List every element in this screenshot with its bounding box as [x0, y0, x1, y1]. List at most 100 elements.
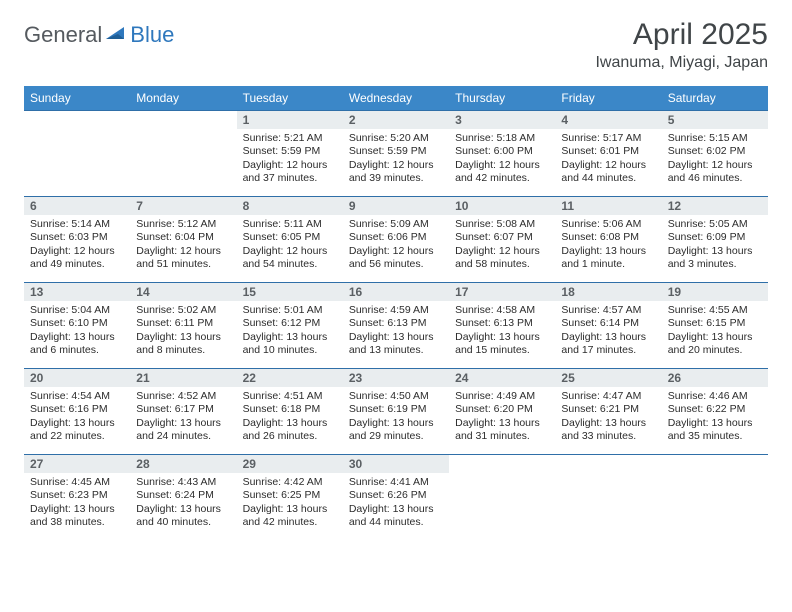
day-number: 24	[449, 369, 555, 387]
day-cell: 11Sunrise: 5:06 AMSunset: 6:08 PMDayligh…	[555, 197, 661, 283]
logo-text-blue: Blue	[130, 22, 174, 48]
daylight-text: Daylight: 12 hours and 37 minutes.	[243, 159, 337, 186]
day-cell: 1 Sunrise: 5:21 AMSunset: 5:59 PMDaylight…	[237, 111, 343, 197]
logo-arrow-icon	[106, 25, 128, 46]
sunset-text: Sunset: 6:03 PM	[30, 231, 124, 244]
sunset-text: Sunset: 6:26 PM	[349, 489, 443, 502]
sunrise-text: Sunrise: 4:51 AM	[243, 390, 337, 403]
sunset-text: Sunset: 6:25 PM	[243, 489, 337, 502]
sunrise-text: Sunrise: 4:54 AM	[30, 390, 124, 403]
day-details: Sunrise: 4:41 AMSunset: 6:26 PMDaylight:…	[343, 473, 449, 532]
day-cell: 28Sunrise: 4:43 AMSunset: 6:24 PMDayligh…	[130, 455, 236, 541]
weekday-header: Friday	[555, 86, 661, 111]
day-number: 13	[24, 283, 130, 301]
sunset-text: Sunset: 6:10 PM	[30, 317, 124, 330]
day-cell: 25Sunrise: 4:47 AMSunset: 6:21 PMDayligh…	[555, 369, 661, 455]
day-number: 25	[555, 369, 661, 387]
sunset-text: Sunset: 6:13 PM	[349, 317, 443, 330]
day-details: Sunrise: 4:42 AMSunset: 6:25 PMDaylight:…	[237, 473, 343, 532]
daylight-text: Daylight: 13 hours and 1 minute.	[561, 245, 655, 272]
day-number: 18	[555, 283, 661, 301]
sunrise-text: Sunrise: 4:42 AM	[243, 476, 337, 489]
day-number: 14	[130, 283, 236, 301]
day-number: 6	[24, 197, 130, 215]
day-cell: 16Sunrise: 4:59 AMSunset: 6:13 PMDayligh…	[343, 283, 449, 369]
daylight-text: Daylight: 13 hours and 31 minutes.	[455, 417, 549, 444]
day-details: Sunrise: 5:12 AMSunset: 6:04 PMDaylight:…	[130, 215, 236, 274]
daylight-text: Daylight: 12 hours and 54 minutes.	[243, 245, 337, 272]
day-details: Sunrise: 4:49 AMSunset: 6:20 PMDaylight:…	[449, 387, 555, 446]
day-number: 8	[237, 197, 343, 215]
day-details: Sunrise: 4:46 AMSunset: 6:22 PMDaylight:…	[662, 387, 768, 446]
sunrise-text: Sunrise: 4:43 AM	[136, 476, 230, 489]
day-details: Sunrise: 5:18 AMSunset: 6:00 PMDaylight:…	[449, 129, 555, 188]
sunset-text: Sunset: 6:07 PM	[455, 231, 549, 244]
daylight-text: Daylight: 13 hours and 8 minutes.	[136, 331, 230, 358]
day-details: Sunrise: 5:11 AMSunset: 6:05 PMDaylight:…	[237, 215, 343, 274]
sunset-text: Sunset: 6:21 PM	[561, 403, 655, 416]
day-details: Sunrise: 5:14 AMSunset: 6:03 PMDaylight:…	[24, 215, 130, 274]
day-details: Sunrise: 4:57 AMSunset: 6:14 PMDaylight:…	[555, 301, 661, 360]
sunset-text: Sunset: 6:14 PM	[561, 317, 655, 330]
day-cell: 30Sunrise: 4:41 AMSunset: 6:26 PMDayligh…	[343, 455, 449, 541]
day-cell	[662, 455, 768, 541]
day-number: 17	[449, 283, 555, 301]
calendar-table: Sunday Monday Tuesday Wednesday Thursday…	[24, 86, 768, 541]
daylight-text: Daylight: 13 hours and 40 minutes.	[136, 503, 230, 530]
day-cell: 12Sunrise: 5:05 AMSunset: 6:09 PMDayligh…	[662, 197, 768, 283]
day-details: Sunrise: 4:43 AMSunset: 6:24 PMDaylight:…	[130, 473, 236, 532]
daylight-text: Daylight: 13 hours and 22 minutes.	[30, 417, 124, 444]
sunset-text: Sunset: 6:13 PM	[455, 317, 549, 330]
weekday-header: Thursday	[449, 86, 555, 111]
week-row: 27Sunrise: 4:45 AMSunset: 6:23 PMDayligh…	[24, 455, 768, 541]
sunset-text: Sunset: 6:24 PM	[136, 489, 230, 502]
day-number: 30	[343, 455, 449, 473]
daylight-text: Daylight: 12 hours and 46 minutes.	[668, 159, 762, 186]
daylight-text: Daylight: 13 hours and 35 minutes.	[668, 417, 762, 444]
daylight-text: Daylight: 13 hours and 3 minutes.	[668, 245, 762, 272]
weekday-header: Tuesday	[237, 86, 343, 111]
day-details: Sunrise: 4:58 AMSunset: 6:13 PMDaylight:…	[449, 301, 555, 360]
daylight-text: Daylight: 13 hours and 26 minutes.	[243, 417, 337, 444]
day-details: Sunrise: 5:01 AMSunset: 6:12 PMDaylight:…	[237, 301, 343, 360]
day-details: Sunrise: 5:09 AMSunset: 6:06 PMDaylight:…	[343, 215, 449, 274]
daylight-text: Daylight: 12 hours and 39 minutes.	[349, 159, 443, 186]
day-details: Sunrise: 4:47 AMSunset: 6:21 PMDaylight:…	[555, 387, 661, 446]
location-text: Iwanuma, Miyagi, Japan	[595, 54, 768, 72]
weekday-header: Monday	[130, 86, 236, 111]
daylight-text: Daylight: 13 hours and 42 minutes.	[243, 503, 337, 530]
day-cell	[555, 455, 661, 541]
daylight-text: Daylight: 13 hours and 20 minutes.	[668, 331, 762, 358]
day-cell: 29Sunrise: 4:42 AMSunset: 6:25 PMDayligh…	[237, 455, 343, 541]
day-number: 19	[662, 283, 768, 301]
day-cell: 21Sunrise: 4:52 AMSunset: 6:17 PMDayligh…	[130, 369, 236, 455]
day-cell: 27Sunrise: 4:45 AMSunset: 6:23 PMDayligh…	[24, 455, 130, 541]
daylight-text: Daylight: 12 hours and 42 minutes.	[455, 159, 549, 186]
day-number: 9	[343, 197, 449, 215]
daylight-text: Daylight: 13 hours and 15 minutes.	[455, 331, 549, 358]
day-number: 4	[555, 111, 661, 129]
day-details: Sunrise: 4:55 AMSunset: 6:15 PMDaylight:…	[662, 301, 768, 360]
sunset-text: Sunset: 6:09 PM	[668, 231, 762, 244]
day-details: Sunrise: 5:06 AMSunset: 6:08 PMDaylight:…	[555, 215, 661, 274]
sunset-text: Sunset: 5:59 PM	[243, 145, 337, 158]
day-cell: 13Sunrise: 5:04 AMSunset: 6:10 PMDayligh…	[24, 283, 130, 369]
day-number: 1	[237, 111, 343, 129]
sunset-text: Sunset: 6:19 PM	[349, 403, 443, 416]
sunrise-text: Sunrise: 4:41 AM	[349, 476, 443, 489]
sunrise-text: Sunrise: 5:04 AM	[30, 304, 124, 317]
sunrise-text: Sunrise: 5:11 AM	[243, 218, 337, 231]
day-details: Sunrise: 4:51 AMSunset: 6:18 PMDaylight:…	[237, 387, 343, 446]
daylight-text: Daylight: 12 hours and 51 minutes.	[136, 245, 230, 272]
sunrise-text: Sunrise: 5:21 AM	[243, 132, 337, 145]
sunset-text: Sunset: 6:18 PM	[243, 403, 337, 416]
sunset-text: Sunset: 6:04 PM	[136, 231, 230, 244]
day-details: Sunrise: 4:59 AMSunset: 6:13 PMDaylight:…	[343, 301, 449, 360]
day-cell: 9Sunrise: 5:09 AMSunset: 6:06 PMDaylight…	[343, 197, 449, 283]
day-cell: 2Sunrise: 5:20 AMSunset: 5:59 PMDaylight…	[343, 111, 449, 197]
sunset-text: Sunset: 6:02 PM	[668, 145, 762, 158]
daylight-text: Daylight: 12 hours and 58 minutes.	[455, 245, 549, 272]
day-number: 28	[130, 455, 236, 473]
sunrise-text: Sunrise: 4:58 AM	[455, 304, 549, 317]
sunset-text: Sunset: 5:59 PM	[349, 145, 443, 158]
